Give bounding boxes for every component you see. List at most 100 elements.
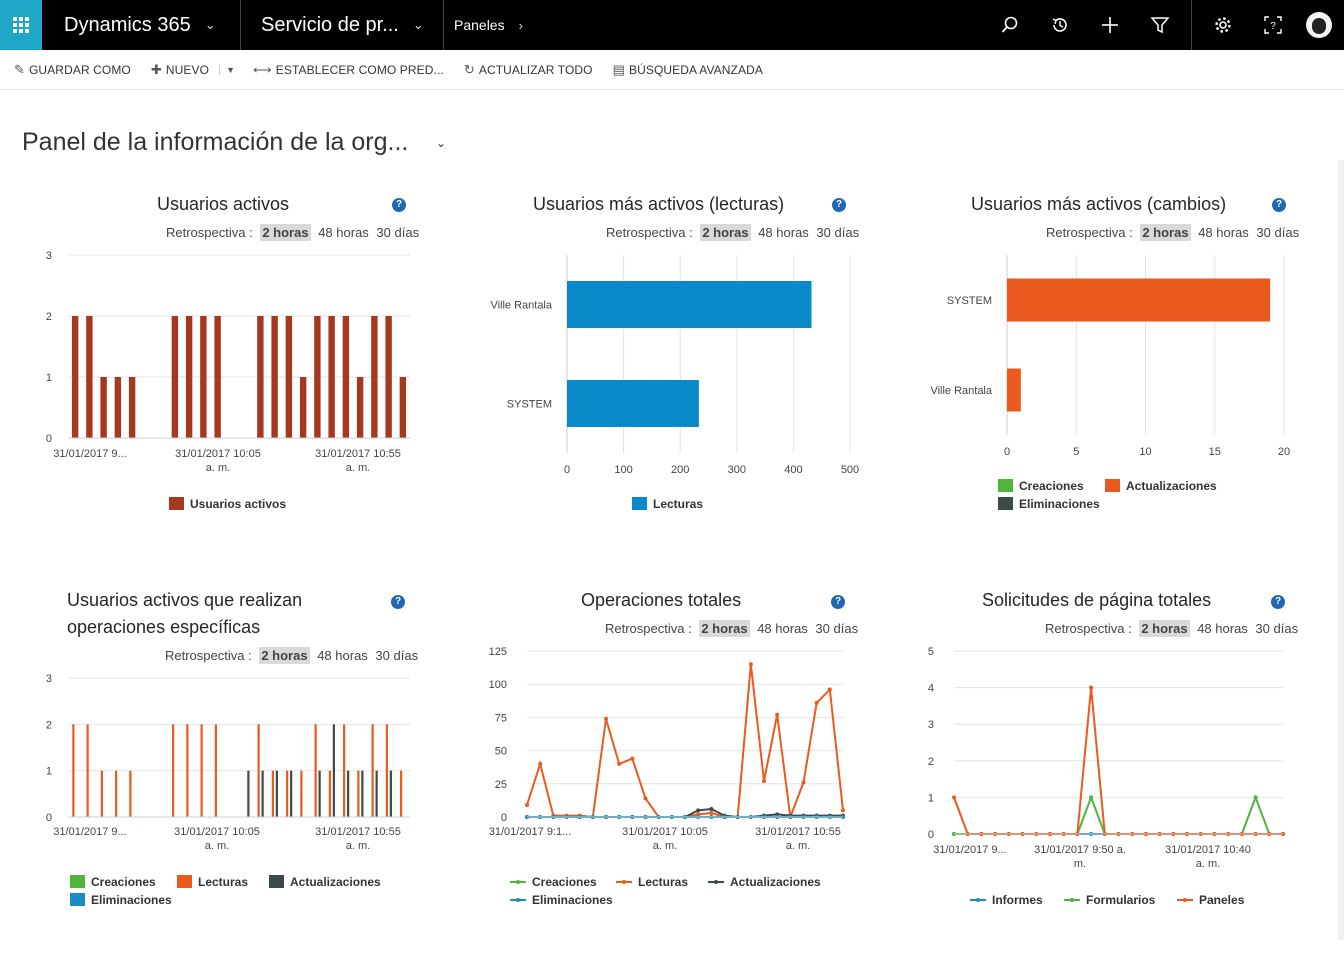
command-bar: ✎ GUARDAR COMO ✚ NUEVO ▼ ⟷ ESTABLECER CO… xyxy=(0,50,1344,90)
retro-option-48h[interactable]: 48 horas xyxy=(1197,621,1248,636)
x-tick-label: 15 xyxy=(1209,446,1221,458)
bar xyxy=(290,770,293,817)
bar xyxy=(375,770,378,817)
help-icon[interactable]: ? xyxy=(392,198,406,212)
help-icon[interactable]: ? xyxy=(831,595,845,609)
legend-label: Actualizaciones xyxy=(290,875,381,889)
help-icon[interactable]: ? xyxy=(1271,595,1285,609)
new-dropdown-arrow[interactable]: ▼ xyxy=(219,64,235,75)
panel-title-page-requests: Solicitudes de página totales xyxy=(982,590,1212,610)
y-tick-label: 4 xyxy=(928,683,934,695)
nav-divider xyxy=(1191,0,1192,50)
area-switcher[interactable]: Servicio de pr... ⌄ xyxy=(241,0,444,50)
advanced-find-button[interactable]: ▤ BÚSQUEDA AVANZADA xyxy=(613,62,763,78)
data-point xyxy=(814,700,819,705)
y-tick-label: 3 xyxy=(46,250,52,262)
breadcrumb[interactable]: Paneles › xyxy=(444,0,564,50)
bar xyxy=(385,316,392,438)
retro-option-48h[interactable]: 48 horas xyxy=(1198,225,1249,240)
category-label: SYSTEM xyxy=(947,295,992,307)
x-tick-label: 31/01/2017 10:55 xyxy=(315,826,401,838)
retro-option-30d[interactable]: 30 días xyxy=(816,225,860,240)
help-icon[interactable]: ? xyxy=(832,198,846,212)
data-point xyxy=(1253,795,1258,800)
app-switcher[interactable]: Dynamics 365 ⌄ xyxy=(42,0,241,50)
x-tick-label: 31/01/2017 10:05 xyxy=(175,448,261,460)
x-tick-label: a. m. xyxy=(1196,858,1220,870)
data-point xyxy=(709,811,714,816)
retro-option-2h[interactable]: 2 horas xyxy=(1139,620,1190,637)
data-point xyxy=(1089,795,1094,800)
data-point xyxy=(827,687,832,692)
x-tick-label: 31/01/2017 10:55 xyxy=(755,826,841,838)
data-point xyxy=(775,712,780,717)
legend-label: Creaciones xyxy=(91,875,156,889)
y-tick-label: 75 xyxy=(495,712,507,724)
chart-total-operations: 0 25 50 75 100 125 31/01/2017 9:1... 31/01/2017… xyxy=(489,646,845,907)
data-point xyxy=(801,780,806,785)
gear-icon[interactable] xyxy=(1198,0,1248,50)
bar xyxy=(86,316,93,438)
help-icon[interactable]: ? xyxy=(1272,198,1286,212)
retro-option-48h[interactable]: 48 horas xyxy=(758,225,809,240)
retro-option-48h[interactable]: 48 horas xyxy=(757,621,808,636)
retro-option-2h[interactable]: 2 horas xyxy=(700,224,751,241)
legend-swatch xyxy=(70,893,85,906)
x-tick-label: m. xyxy=(1074,858,1086,870)
bar xyxy=(314,724,317,817)
x-tick-label: 31/01/2017 9:1... xyxy=(489,826,572,838)
x-tick-label: 31/01/2017 9... xyxy=(53,826,126,838)
panel-title-top-changers: Usuarios más activos (cambios) xyxy=(971,194,1227,214)
retro-option-48h[interactable]: 48 horas xyxy=(317,648,368,663)
bar xyxy=(286,770,289,817)
retro-option-30d[interactable]: 30 días xyxy=(1255,621,1299,636)
new-button[interactable]: ✚ NUEVO xyxy=(151,62,209,78)
retro-option-2h[interactable]: 2 horas xyxy=(699,620,750,637)
history-icon[interactable] xyxy=(1035,0,1085,50)
filter-icon[interactable] xyxy=(1135,0,1185,50)
bar xyxy=(371,724,374,817)
retro-option-2h[interactable]: 2 horas xyxy=(260,224,311,241)
help-icon[interactable]: ? xyxy=(391,595,405,609)
page-scrollbar[interactable] xyxy=(1338,160,1344,940)
bar xyxy=(100,377,107,438)
bar xyxy=(285,316,293,438)
search-icon[interactable] xyxy=(985,0,1035,50)
new-split-button[interactable]: ✚ NUEVO ▼ xyxy=(151,62,235,78)
bar xyxy=(200,724,203,817)
bar xyxy=(214,316,221,438)
chevron-down-icon[interactable]: ⌄ xyxy=(436,136,447,150)
retro-option-30d[interactable]: 30 días xyxy=(376,225,420,240)
retro-option-2h[interactable]: 2 horas xyxy=(259,647,310,664)
plus-icon[interactable] xyxy=(1085,0,1135,50)
help-icon[interactable]: ? xyxy=(1248,0,1298,50)
bar xyxy=(389,770,392,817)
data-point xyxy=(1089,685,1094,690)
x-tick-label: 100 xyxy=(614,464,632,476)
legend-swatch xyxy=(622,880,626,884)
refresh-all-label: ACTUALIZAR TODO xyxy=(478,62,593,77)
dashboard-title[interactable]: Panel de la información de la org... xyxy=(22,128,409,156)
save-as-button[interactable]: ✎ GUARDAR COMO xyxy=(14,62,131,78)
bar xyxy=(271,770,274,817)
x-tick-label: a. m. xyxy=(205,840,229,852)
retro-option-30d[interactable]: 30 días xyxy=(1256,225,1300,240)
app-launcher-button[interactable] xyxy=(0,0,42,50)
bar xyxy=(567,281,812,328)
retro-option-30d[interactable]: 30 días xyxy=(815,621,859,636)
bar xyxy=(100,770,103,817)
bar xyxy=(567,380,699,427)
category-label: SYSTEM xyxy=(507,399,552,411)
retro-option-2h[interactable]: 2 horas xyxy=(1140,224,1191,241)
retro-option-48h[interactable]: 48 horas xyxy=(318,225,369,240)
retro-label: Retrospectiva : xyxy=(165,648,252,663)
legend-swatch xyxy=(714,880,718,884)
retro-option-30d[interactable]: 30 días xyxy=(375,648,419,663)
set-default-button[interactable]: ⟷ ESTABLECER COMO PRED... xyxy=(253,62,444,78)
user-avatar[interactable] xyxy=(1306,12,1332,38)
bar xyxy=(328,316,335,438)
retro-label: Retrospectiva : xyxy=(166,225,253,240)
data-point xyxy=(525,803,529,808)
app-title: Dynamics 365 xyxy=(64,13,191,36)
refresh-all-button[interactable]: ↻ ACTUALIZAR TODO xyxy=(464,62,593,78)
